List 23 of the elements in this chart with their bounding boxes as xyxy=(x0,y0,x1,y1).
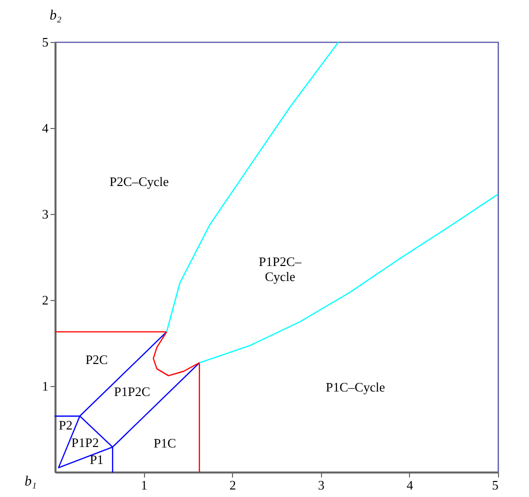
annotation: P2C xyxy=(85,352,108,368)
y-tick-label: 1 xyxy=(42,378,48,394)
line-series xyxy=(198,194,499,364)
x-tick-label: 3 xyxy=(318,478,325,492)
x-tick-label: 2 xyxy=(229,478,236,492)
annotation: P1P2C xyxy=(114,384,150,400)
annotation: P1C–Cycle xyxy=(326,380,386,395)
annotation: P1P2C– Cycle xyxy=(258,254,302,284)
annotation: P1 xyxy=(90,452,104,467)
y-tick-label: 5 xyxy=(42,34,48,50)
x-axis-title: b₁ xyxy=(24,474,36,490)
x-tick-label: 5 xyxy=(492,478,498,492)
annotation: P2 xyxy=(58,418,72,433)
y-tick-label: 3 xyxy=(42,206,48,222)
annotation: P2C–Cycle xyxy=(110,174,170,190)
x-tick-label: 1 xyxy=(140,478,148,492)
annotation: P1C xyxy=(154,436,176,451)
y-tick-label: 4 xyxy=(42,120,49,136)
x-tick-label: 4 xyxy=(406,478,414,492)
line-series xyxy=(54,331,200,473)
y-tick-label: 2 xyxy=(42,292,48,308)
y-axis-title: b₂ xyxy=(50,8,62,24)
annotation: P1P2 xyxy=(71,434,99,450)
